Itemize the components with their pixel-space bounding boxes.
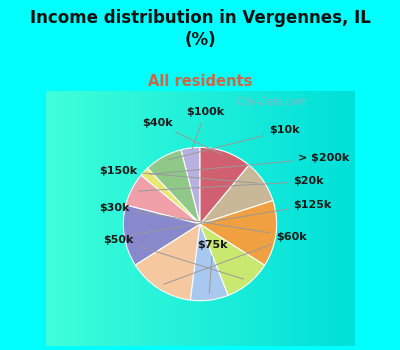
Wedge shape: [126, 175, 200, 224]
Text: > $200k: > $200k: [150, 153, 349, 174]
Text: Income distribution in Vergennes, IL
(%): Income distribution in Vergennes, IL (%): [30, 9, 370, 49]
Wedge shape: [181, 147, 200, 224]
Wedge shape: [141, 168, 200, 224]
Text: $20k: $20k: [138, 176, 324, 191]
Text: All residents: All residents: [148, 74, 252, 89]
Text: $50k: $50k: [104, 235, 244, 279]
Text: $30k: $30k: [99, 203, 269, 233]
Text: $150k: $150k: [99, 166, 257, 183]
Wedge shape: [200, 201, 277, 265]
Text: $100k: $100k: [186, 107, 224, 150]
Text: $75k: $75k: [198, 240, 228, 293]
Wedge shape: [123, 205, 200, 265]
Wedge shape: [200, 147, 249, 224]
Wedge shape: [148, 150, 200, 224]
Text: $10k: $10k: [168, 125, 300, 160]
Wedge shape: [200, 165, 273, 224]
Text: City-Data.com: City-Data.com: [231, 97, 307, 107]
Wedge shape: [190, 224, 228, 301]
Text: $40k: $40k: [142, 118, 222, 155]
Text: $125k: $125k: [131, 200, 332, 235]
Wedge shape: [135, 224, 200, 300]
Wedge shape: [200, 224, 265, 295]
Text: $60k: $60k: [164, 232, 307, 284]
